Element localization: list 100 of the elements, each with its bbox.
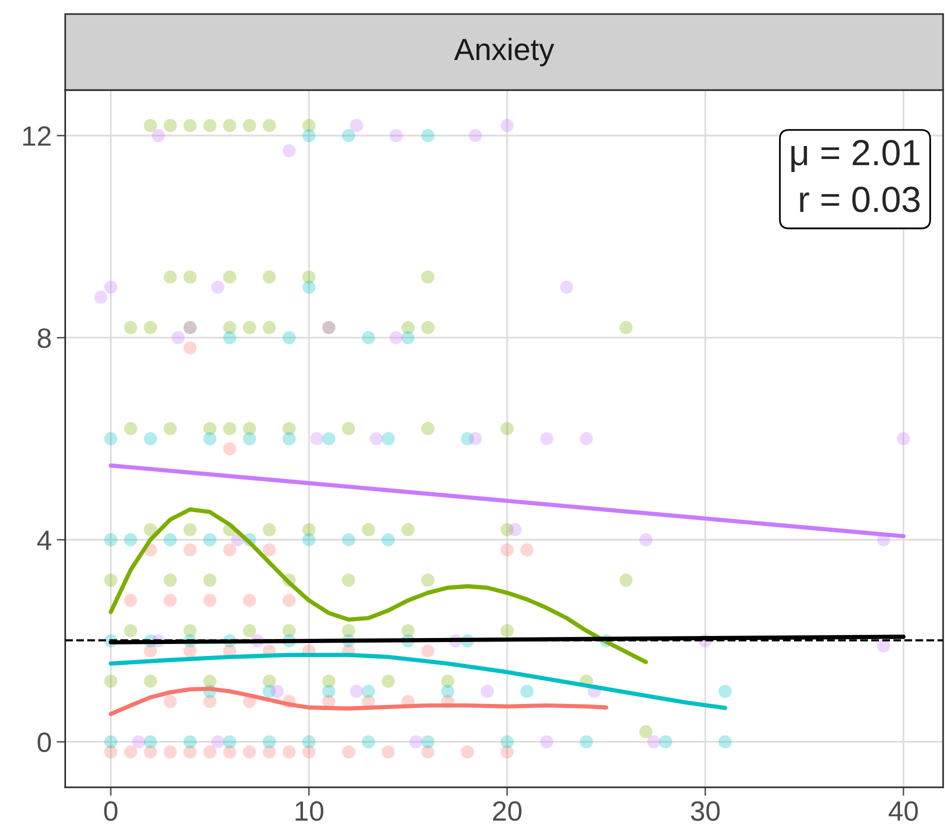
point bbox=[382, 432, 395, 446]
point bbox=[409, 735, 423, 748]
point bbox=[282, 432, 296, 446]
point bbox=[520, 543, 534, 556]
point bbox=[172, 331, 185, 344]
point bbox=[211, 735, 224, 748]
point bbox=[421, 644, 434, 658]
point bbox=[580, 735, 593, 748]
point bbox=[342, 533, 356, 546]
point bbox=[183, 543, 197, 556]
point bbox=[152, 129, 165, 142]
point bbox=[500, 735, 514, 748]
point bbox=[282, 331, 296, 344]
point bbox=[508, 523, 522, 536]
point bbox=[468, 129, 482, 142]
point bbox=[540, 432, 554, 446]
chart-title: Anxiety bbox=[454, 38, 554, 66]
point bbox=[94, 290, 108, 304]
point bbox=[242, 745, 256, 759]
point bbox=[164, 533, 177, 546]
point bbox=[421, 735, 434, 748]
point bbox=[460, 745, 474, 759]
point bbox=[282, 144, 296, 158]
point bbox=[124, 594, 138, 607]
point bbox=[302, 129, 316, 142]
point bbox=[132, 735, 146, 748]
point bbox=[203, 745, 216, 759]
point bbox=[183, 735, 197, 748]
y-tick-label: 4 bbox=[37, 530, 52, 550]
point bbox=[302, 533, 316, 546]
point bbox=[242, 594, 256, 607]
point bbox=[362, 735, 375, 748]
point bbox=[203, 432, 216, 446]
point bbox=[322, 684, 336, 698]
point bbox=[144, 735, 158, 748]
point bbox=[302, 735, 316, 748]
point bbox=[480, 684, 494, 698]
point bbox=[718, 684, 732, 698]
point bbox=[223, 735, 236, 748]
x-tick-label: 40 bbox=[888, 801, 918, 821]
point bbox=[104, 735, 118, 748]
point bbox=[362, 331, 375, 344]
point bbox=[203, 594, 216, 607]
point bbox=[639, 533, 652, 546]
y-tick-label: 8 bbox=[38, 328, 51, 348]
point bbox=[183, 341, 197, 354]
point bbox=[223, 331, 236, 344]
point bbox=[282, 594, 296, 607]
point bbox=[223, 442, 236, 456]
x-tick-label: 0 bbox=[104, 801, 118, 821]
point bbox=[718, 735, 732, 748]
x-tick-label: 20 bbox=[493, 801, 522, 821]
point bbox=[362, 684, 375, 698]
point bbox=[540, 735, 554, 748]
point bbox=[468, 432, 482, 446]
point bbox=[520, 684, 534, 698]
point bbox=[124, 745, 138, 759]
y-tick-label: 12 bbox=[23, 126, 51, 146]
point bbox=[310, 432, 324, 446]
point bbox=[164, 745, 177, 759]
point bbox=[164, 694, 177, 708]
point bbox=[104, 432, 118, 446]
point bbox=[560, 280, 574, 294]
point bbox=[390, 331, 403, 344]
point bbox=[421, 129, 434, 142]
point bbox=[322, 432, 336, 446]
point bbox=[647, 735, 660, 748]
point bbox=[500, 543, 514, 556]
point bbox=[164, 594, 177, 607]
point bbox=[350, 118, 364, 132]
point bbox=[262, 543, 276, 556]
point bbox=[242, 432, 256, 446]
point bbox=[580, 432, 593, 446]
point bbox=[124, 533, 138, 546]
point bbox=[370, 432, 383, 446]
point bbox=[382, 745, 395, 759]
point bbox=[144, 432, 158, 446]
point bbox=[659, 735, 672, 748]
point bbox=[342, 745, 356, 759]
point bbox=[342, 129, 356, 142]
point bbox=[390, 129, 403, 142]
point bbox=[262, 735, 276, 748]
point bbox=[896, 432, 910, 446]
point bbox=[350, 684, 364, 698]
annotation: r = 0.03 bbox=[800, 186, 920, 212]
y-tick-label: 0 bbox=[38, 732, 51, 752]
point bbox=[104, 280, 118, 294]
point bbox=[270, 684, 284, 698]
point bbox=[401, 331, 415, 344]
point bbox=[441, 684, 454, 698]
point bbox=[500, 118, 514, 132]
line-series bbox=[108, 507, 648, 664]
point bbox=[211, 280, 224, 294]
x-tick-label: 10 bbox=[296, 801, 324, 821]
point bbox=[223, 543, 236, 556]
point bbox=[302, 280, 316, 294]
annotation: μ = 2.01 bbox=[791, 140, 920, 172]
point bbox=[104, 533, 118, 546]
point bbox=[282, 745, 296, 759]
point bbox=[382, 533, 395, 546]
